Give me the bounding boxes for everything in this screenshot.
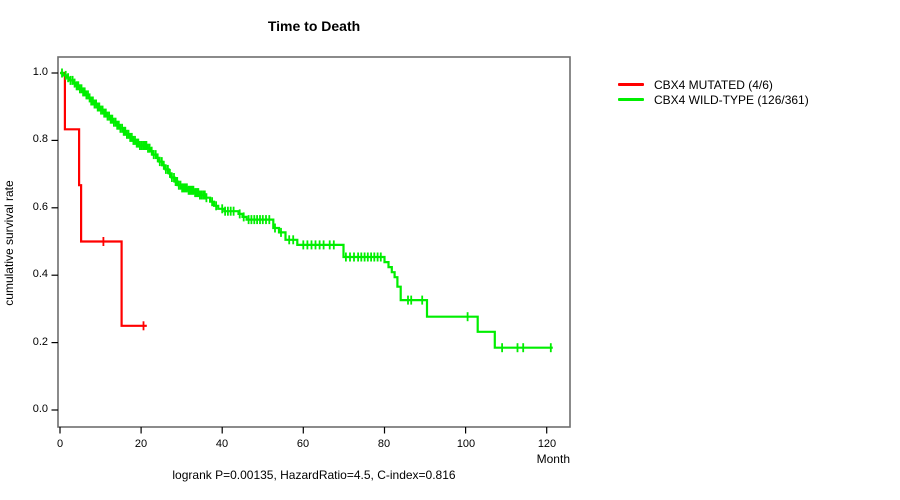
y-tick-label: 0.0 (32, 403, 48, 415)
y-tick-label: 0.2 (32, 336, 48, 348)
x-tick-label: 60 (296, 438, 310, 450)
x-tick-label: 100 (456, 438, 476, 450)
legend-item-wildtype: CBX4 WILD-TYPE (126/361) (618, 92, 809, 107)
y-tick-label: 1.0 (32, 66, 48, 78)
x-tick-label: 40 (215, 438, 229, 450)
legend-label: CBX4 WILD-TYPE (126/361) (654, 92, 809, 107)
x-tick-label: 80 (377, 438, 391, 450)
statistics-caption: logrank P=0.00135, HazardRatio=4.5, C-in… (172, 468, 456, 482)
mutated-line-swatch (618, 83, 644, 86)
legend-item-mutated: CBX4 MUTATED (4/6) (618, 77, 809, 92)
wildtype-line-swatch (618, 98, 644, 101)
legend-label: CBX4 MUTATED (4/6) (654, 77, 773, 92)
y-tick-label: 0.4 (32, 268, 48, 280)
y-axis-label: cumulative survival rate (2, 180, 16, 306)
x-tick-label: 20 (134, 438, 148, 450)
x-axis-label: Month (536, 452, 570, 466)
chart-title: Time to Death (267, 18, 361, 34)
y-tick-label: 0.8 (32, 133, 48, 145)
legend: CBX4 MUTATED (4/6) CBX4 WILD-TYPE (126/3… (618, 77, 809, 107)
x-tick-label: 0 (56, 438, 64, 450)
y-tick-label: 0.6 (32, 201, 48, 213)
x-tick-label: 120 (537, 438, 557, 450)
